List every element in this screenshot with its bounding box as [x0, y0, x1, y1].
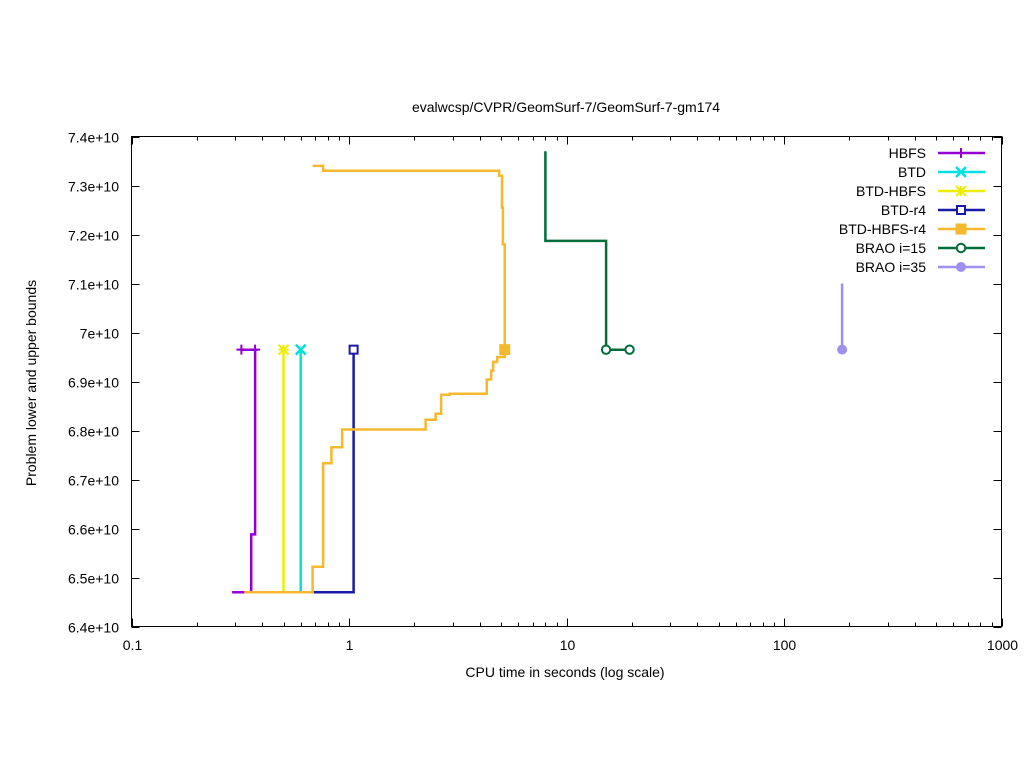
legend-item-btd-hbfs: BTD-HBFS [856, 183, 985, 199]
y-tick-label: 6.4e+10 [68, 620, 119, 636]
y-tick-label: 7e+10 [80, 326, 120, 342]
data-point-brao-i-15 [600, 344, 612, 355]
series-line-brao-i-15 [544, 151, 630, 351]
legend-item-btd-hbfs-r4: BTD-HBFS-r4 [839, 221, 985, 237]
y-tick-label: 7.1e+10 [68, 277, 119, 293]
legend-label: BRAO i=35 [856, 259, 927, 275]
y-tick-label: 6.6e+10 [68, 522, 119, 538]
legend: HBFS BTD BTD-HBFS BTD-r4 BTD-HBFS-r4 BRAO i=1… [839, 145, 985, 275]
series-btd-hbfs [277, 343, 290, 593]
data-point-btd [294, 343, 307, 356]
chart-title: evalwcsp/CVPR/GeomSurf-7/GeomSurf-7-gm17… [412, 99, 720, 115]
series-layer [232, 151, 848, 594]
legend-marker [955, 185, 967, 197]
ticks-layer: 6.4e+10 6.5e+10 6.6e+10 6.7e+10 6.8e+10 6.9e+… [68, 130, 1018, 654]
data-point-btd-hbfs [277, 343, 290, 356]
y-tick-label: 7.4e+10 [68, 130, 119, 146]
y-tick-label: 6.5e+10 [68, 571, 119, 587]
data-point-hbfs [236, 344, 247, 355]
series-line-btd-hbfs-r4 [244, 349, 506, 594]
x-tick-label: 10 [560, 637, 576, 653]
legend-marker [955, 242, 967, 254]
series-brao-i-35 [837, 283, 848, 355]
x-tick-label: 1 [346, 637, 354, 653]
series-btd [294, 343, 307, 593]
legend-label: BTD-r4 [881, 202, 926, 218]
legend-label: BTD [898, 164, 926, 180]
legend-label: BTD-HBFS [856, 183, 926, 199]
legend-marker [955, 166, 967, 178]
plot-frame [131, 136, 1002, 627]
legend-marker [956, 148, 966, 158]
x-axis-label: CPU time in seconds (log scale) [465, 664, 664, 680]
legend-marker [955, 223, 967, 235]
legend-item-brao-i-35: BRAO i=35 [856, 259, 985, 275]
x-tick-label: 100 [773, 637, 797, 653]
legend-item-brao-i-15: BRAO i=15 [856, 240, 985, 256]
x-tick-label: 0.1 [123, 637, 143, 653]
series-line-btd-hbfs-r4 [312, 164, 506, 350]
legend-item-btd: BTD [898, 164, 985, 180]
y-axis-label: Problem lower and upper bounds [23, 280, 39, 486]
legend-label: HBFS [889, 145, 926, 161]
data-point-brao-i-35 [837, 344, 848, 355]
legend-marker [956, 262, 966, 272]
series-brao-i-15 [544, 151, 635, 355]
legend-item-btd-r4: BTD-r4 [881, 202, 985, 218]
x-tick-label: 1000 [987, 637, 1018, 653]
y-tick-label: 7.3e+10 [68, 179, 119, 195]
data-point-btd-r4 [348, 344, 359, 355]
legend-item-hbfs: HBFS [889, 145, 985, 161]
y-tick-label: 6.7e+10 [68, 473, 119, 489]
y-tick-label: 7.2e+10 [68, 228, 119, 244]
y-tick-label: 6.9e+10 [68, 375, 119, 391]
legend-label: BTD-HBFS-r4 [839, 221, 926, 237]
series-btd-hbfs-r4 [244, 164, 511, 594]
y-tick-label: 6.8e+10 [68, 424, 119, 440]
legend-label: BRAO i=15 [856, 240, 927, 256]
data-point-hbfs [250, 344, 261, 355]
data-point-btd-hbfs-r4 [499, 344, 511, 356]
data-point-brao-i-15 [624, 344, 635, 355]
legend-marker [956, 205, 966, 215]
